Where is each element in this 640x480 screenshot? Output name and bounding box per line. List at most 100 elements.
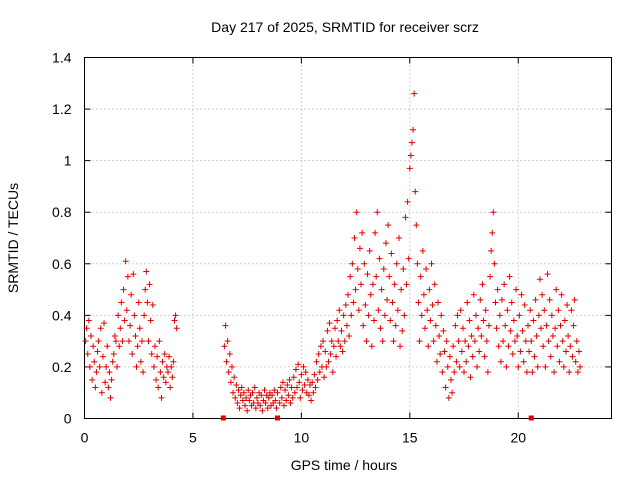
data-point (314, 376, 321, 383)
data-point (246, 397, 253, 404)
data-point (437, 351, 444, 358)
data-point (431, 281, 438, 288)
data-point (84, 351, 91, 358)
data-point (156, 338, 163, 345)
data-point (120, 286, 127, 293)
x-axis-title: GPS time / hours (291, 457, 398, 473)
data-point (338, 327, 345, 334)
data-point (416, 338, 423, 345)
data-point (107, 394, 114, 401)
data-point (432, 322, 439, 329)
data-point (399, 327, 406, 334)
data-point (122, 258, 129, 265)
data-point (288, 384, 295, 391)
data-point (289, 394, 296, 401)
data-point (103, 363, 110, 370)
data-point (124, 273, 131, 280)
data-point (291, 389, 298, 396)
data-point (401, 312, 408, 319)
data-point (311, 371, 318, 378)
data-point (374, 209, 381, 216)
data-point (485, 322, 492, 329)
data-point (561, 317, 568, 324)
data-point (382, 240, 389, 247)
data-point (406, 165, 413, 172)
data-point (337, 343, 344, 350)
data-point (505, 343, 512, 350)
data-point (322, 348, 329, 355)
data-point (244, 407, 251, 414)
data-point (330, 343, 337, 350)
data-point (128, 291, 135, 298)
data-gap-markers (220, 415, 534, 421)
data-point (173, 325, 180, 332)
data-point (169, 374, 176, 381)
data-point (305, 392, 312, 399)
x-tick-label: 15 (402, 430, 418, 446)
data-point (232, 394, 239, 401)
data-point (223, 358, 230, 365)
data-point (404, 198, 411, 205)
data-point (551, 369, 558, 376)
data-point (496, 312, 503, 319)
data-point (91, 358, 98, 365)
data-point (526, 348, 533, 355)
data-point (335, 338, 342, 345)
y-tick-label: 0.8 (52, 204, 72, 220)
data-point (523, 369, 530, 376)
data-point (239, 397, 246, 404)
data-point (387, 317, 394, 324)
data-point (556, 358, 563, 365)
data-point (297, 394, 304, 401)
data-point (457, 307, 464, 314)
data-point (313, 358, 320, 365)
data-point (500, 338, 507, 345)
data-point (549, 332, 556, 339)
data-point (325, 358, 332, 365)
data-point (347, 273, 354, 280)
y-tick-label: 1.4 (52, 50, 72, 66)
data-point (415, 299, 422, 306)
data-point (253, 394, 260, 401)
data-point (514, 332, 521, 339)
data-point (262, 400, 269, 407)
data-point (379, 338, 386, 345)
data-point (562, 348, 569, 355)
data-point (560, 363, 567, 370)
data-point (450, 343, 457, 350)
data-point (85, 317, 92, 324)
data-point (362, 302, 369, 309)
data-point (390, 338, 397, 345)
data-point (547, 353, 554, 360)
data-point (381, 312, 388, 319)
data-point (171, 317, 178, 324)
data-point (498, 296, 505, 303)
data-point (376, 255, 383, 262)
data-point (575, 348, 582, 355)
data-point (384, 296, 391, 303)
data-point (541, 307, 548, 314)
data-point (439, 369, 446, 376)
data-point (98, 389, 105, 396)
data-point (278, 394, 285, 401)
data-point (420, 291, 427, 298)
data-point (443, 338, 450, 345)
data-point (233, 381, 240, 388)
data-point (366, 247, 373, 254)
data-point (172, 312, 179, 319)
data-point (351, 235, 358, 241)
data-point (339, 348, 346, 355)
data-point (346, 332, 353, 339)
data-point (491, 260, 498, 267)
data-point (154, 353, 161, 360)
data-point (167, 384, 174, 391)
data-point (359, 229, 366, 236)
data-point (151, 343, 158, 350)
data-point (480, 317, 487, 324)
x-tick-label: 20 (510, 430, 526, 446)
data-point (472, 312, 479, 319)
data-point (125, 338, 132, 345)
axis-ticks (84, 57, 612, 419)
data-point (329, 369, 336, 376)
data-point (273, 405, 280, 412)
